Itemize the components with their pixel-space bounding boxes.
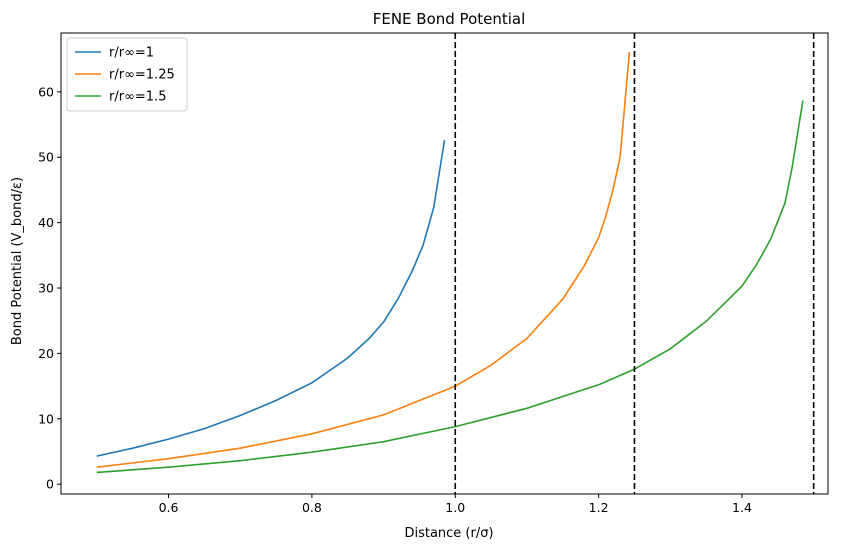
series-line-2: [96, 51, 631, 468]
series-line-1: [96, 140, 446, 457]
y-tick-label: 0: [46, 477, 54, 492]
series-layer: [96, 51, 804, 474]
y-tick-label: 40: [38, 215, 54, 230]
legend-label-3: r/r∞=1.5: [109, 90, 166, 105]
x-tick-label: 1.2: [589, 500, 609, 515]
x-axis-label: Distance (r/σ): [404, 526, 493, 541]
y-tick-label: 10: [38, 411, 54, 426]
tick-layer: 0.6 0.8 1.0 1.2 1.4 0 10 20 30 40 50 60: [38, 84, 752, 515]
plot-frame: [60, 32, 829, 495]
vline-layer: [454, 33, 815, 494]
x-tick-label: 1.4: [732, 500, 752, 515]
x-tick-label: 0.8: [302, 500, 322, 515]
y-tick-label: 60: [38, 84, 54, 99]
legend-box: [66, 37, 188, 112]
y-axis-label-text: Bond Potential (V_bond/ε): [10, 177, 25, 345]
series-line-3: [96, 100, 804, 474]
legend-label-1: r/r∞=1: [109, 46, 154, 61]
x-axis-label-text: Distance (r/σ): [404, 526, 493, 541]
y-tick-label: 50: [38, 150, 54, 165]
legend-label-2: r/r∞=1.25: [109, 68, 175, 83]
x-tick-label: 0.6: [159, 500, 179, 515]
legend: r/r∞=1 r/r∞=1.25 r/r∞=1.5: [66, 37, 188, 112]
chart-title: FENE Bond Potential: [373, 10, 526, 28]
y-axis-label: Bond Potential (V_bond/ε): [10, 177, 25, 345]
y-tick-label: 20: [38, 346, 54, 361]
x-tick-label: 1.0: [445, 500, 465, 515]
y-tick-label: 30: [38, 281, 54, 296]
